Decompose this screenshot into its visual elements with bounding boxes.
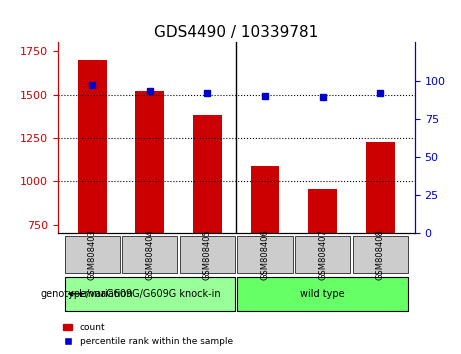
Text: GSM808408: GSM808408	[376, 229, 385, 280]
Bar	[251, 166, 279, 233]
Bar	[136, 91, 164, 233]
FancyBboxPatch shape	[122, 236, 177, 273]
Title: GDS4490 / 10339781: GDS4490 / 10339781	[154, 25, 319, 40]
Text: GSM808403: GSM808403	[88, 229, 97, 280]
Text: GSM808407: GSM808407	[318, 229, 327, 280]
FancyBboxPatch shape	[237, 276, 408, 311]
Text: GSM808404: GSM808404	[145, 229, 154, 280]
Text: GSM808405: GSM808405	[203, 229, 212, 280]
FancyBboxPatch shape	[237, 236, 293, 273]
Bar	[78, 60, 106, 233]
Text: genotype/variation: genotype/variation	[41, 289, 133, 299]
FancyBboxPatch shape	[180, 236, 235, 273]
Bar	[193, 115, 222, 233]
FancyBboxPatch shape	[295, 236, 350, 273]
Text: wild type: wild type	[301, 289, 345, 299]
FancyBboxPatch shape	[353, 236, 408, 273]
FancyBboxPatch shape	[65, 276, 235, 311]
Bar	[308, 189, 337, 233]
Legend: count, percentile rank within the sample: count, percentile rank within the sample	[60, 320, 236, 349]
FancyBboxPatch shape	[65, 236, 120, 273]
Text: GSM808406: GSM808406	[260, 229, 270, 280]
Text: LmnaG609G/G609G knock-in: LmnaG609G/G609G knock-in	[79, 289, 221, 299]
Bar	[366, 142, 395, 233]
